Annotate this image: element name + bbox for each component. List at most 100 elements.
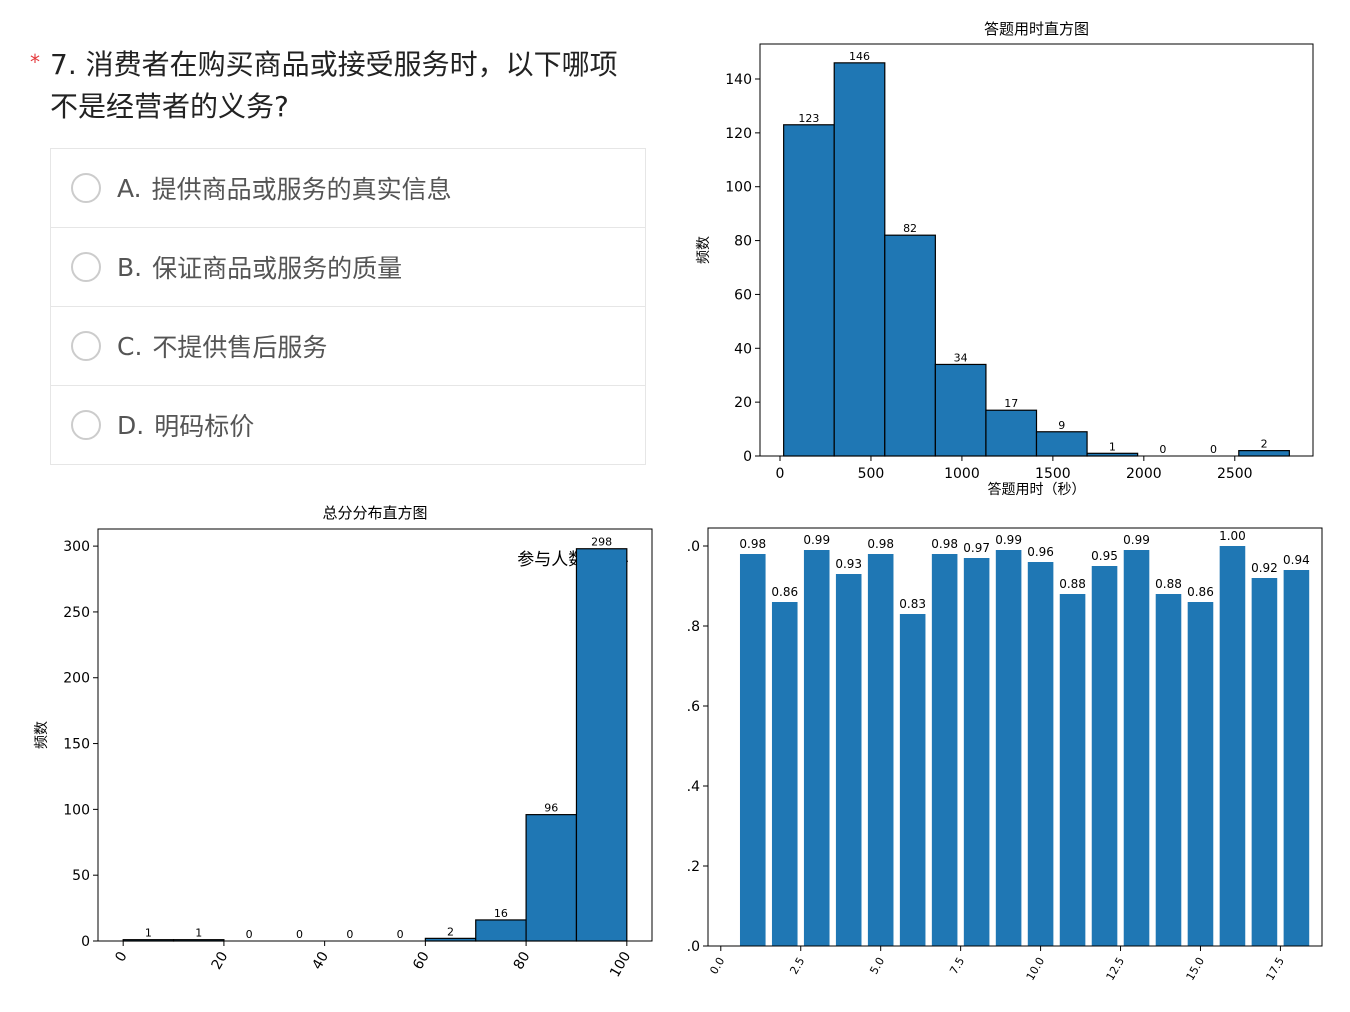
bar — [1059, 594, 1086, 946]
x-tick-label: 1000 — [944, 466, 980, 482]
data-label: 0.88 — [1155, 577, 1182, 591]
bar — [963, 558, 990, 946]
data-label: 0 — [1159, 443, 1166, 456]
x-tick-label: 7.5 — [947, 955, 967, 977]
x-tick-label: 60 — [410, 949, 433, 972]
option[interactable]: A. 提供商品或服务的真实信息 — [51, 149, 645, 228]
histogram-bar — [985, 409, 1038, 457]
plot-frame — [707, 527, 1323, 947]
y-tick-label: .0 — [687, 939, 700, 955]
option-text: 明码标价 — [154, 412, 255, 441]
data-label: 2 — [447, 925, 454, 938]
radio[interactable] — [71, 331, 101, 361]
x-tick-label: 500 — [858, 466, 885, 482]
radio[interactable] — [71, 252, 101, 282]
option-letter: C. — [117, 331, 143, 361]
bar — [899, 614, 926, 946]
data-label: 0.95 — [1091, 549, 1118, 563]
data-label: 17 — [1004, 397, 1018, 410]
bar — [739, 554, 766, 946]
x-tick-label: 2000 — [1126, 466, 1162, 482]
options: A. 提供商品或服务的真实信息 B. 保证商品或服务的质量 C. 不提供售后服务 D. 明码标… — [50, 148, 646, 465]
x-tick-label: 0.0 — [707, 955, 727, 977]
option-letter: D. — [117, 410, 145, 440]
x-tick-label: 0 — [112, 949, 130, 965]
option-text: 保证商品或服务的质量 — [152, 254, 403, 283]
histogram-bar — [575, 548, 628, 942]
data-label: 0.88 — [1059, 577, 1086, 591]
data-label: 1.00 — [1219, 529, 1246, 543]
data-label: 0 — [346, 928, 353, 941]
radio[interactable] — [71, 173, 101, 203]
option-letter: A. — [117, 173, 142, 203]
x-tick-label: 15.0 — [1184, 955, 1208, 983]
histogram-bar — [475, 919, 527, 942]
option-letter: B. — [117, 252, 143, 282]
y-tick-label: 300 — [63, 539, 90, 555]
data-label: 0.98 — [867, 537, 894, 551]
bar — [1123, 550, 1150, 946]
y-tick-label: .0 — [687, 539, 700, 555]
data-label: 0.86 — [1187, 585, 1214, 599]
x-tick-label: 0 — [776, 466, 785, 482]
y-tick-label: 50 — [72, 868, 90, 884]
bar — [1187, 602, 1214, 946]
required-mark: * — [30, 50, 40, 74]
data-label: 0.94 — [1283, 553, 1310, 567]
data-label: 0.96 — [1027, 545, 1054, 559]
data-label: 0.99 — [1123, 533, 1150, 547]
histogram-bar — [934, 363, 987, 457]
option[interactable]: C. 不提供售后服务 — [51, 307, 645, 386]
data-label: 0 — [296, 928, 303, 941]
data-label: 0.83 — [899, 597, 926, 611]
y-tick-label: 150 — [63, 737, 90, 753]
bar — [931, 554, 958, 946]
option[interactable]: B. 保证商品或服务的质量 — [51, 228, 645, 307]
data-label: 1 — [145, 927, 152, 940]
question-text: 7. 消费者在购买商品或接受服务时，以下哪项不是经营者的义务? — [50, 44, 640, 128]
bar — [1219, 546, 1246, 946]
bar — [1283, 570, 1310, 946]
data-label: 0.99 — [803, 533, 830, 547]
data-label: 2 — [1261, 438, 1268, 451]
data-label: 34 — [954, 351, 968, 364]
data-label: 123 — [798, 112, 819, 125]
y-tick-label: 0 — [81, 934, 90, 950]
y-tick-label: .6 — [687, 699, 700, 715]
data-label: 1 — [1109, 440, 1116, 453]
x-tick-label: 80 — [511, 949, 534, 972]
bar — [835, 574, 862, 946]
histogram-bar — [783, 124, 835, 457]
bar — [995, 550, 1022, 946]
plot-frame — [759, 43, 1314, 457]
y-tick-label: 100 — [63, 802, 90, 818]
x-tick-label: 40 — [309, 949, 332, 972]
histogram-bar — [884, 234, 936, 457]
y-tick-label: 0 — [743, 449, 752, 465]
y-tick-label: 200 — [63, 671, 90, 687]
bar — [1027, 562, 1054, 946]
radio[interactable] — [71, 410, 101, 440]
x-tick-label: 2500 — [1217, 466, 1253, 482]
question-body: 消费者在购买商品或接受服务时，以下哪项不是经营者的义务? — [50, 48, 618, 123]
y-axis-label: 频数 — [34, 721, 50, 749]
x-tick-label: 12.5 — [1104, 955, 1128, 983]
data-label: 0.86 — [771, 585, 798, 599]
y-tick-label: 100 — [725, 180, 752, 196]
data-label: 0 — [1210, 443, 1217, 456]
y-tick-label: 60 — [734, 287, 752, 303]
option-text: 不提供售后服务 — [152, 333, 328, 362]
data-label: 0 — [246, 928, 253, 941]
x-tick-label: 1500 — [1035, 466, 1071, 482]
chart-title: 答题用时直方图 — [984, 20, 1089, 38]
data-label: 0.97 — [963, 541, 990, 555]
x-tick-label: 10.0 — [1024, 955, 1048, 983]
bar — [771, 602, 798, 946]
bar — [1091, 566, 1118, 946]
x-tick-label: 100 — [607, 949, 634, 980]
histogram-bar — [833, 62, 886, 457]
y-axis-label: 频数 — [696, 236, 712, 264]
y-tick-label: .2 — [687, 859, 700, 875]
option[interactable]: D. 明码标价 — [51, 386, 645, 464]
